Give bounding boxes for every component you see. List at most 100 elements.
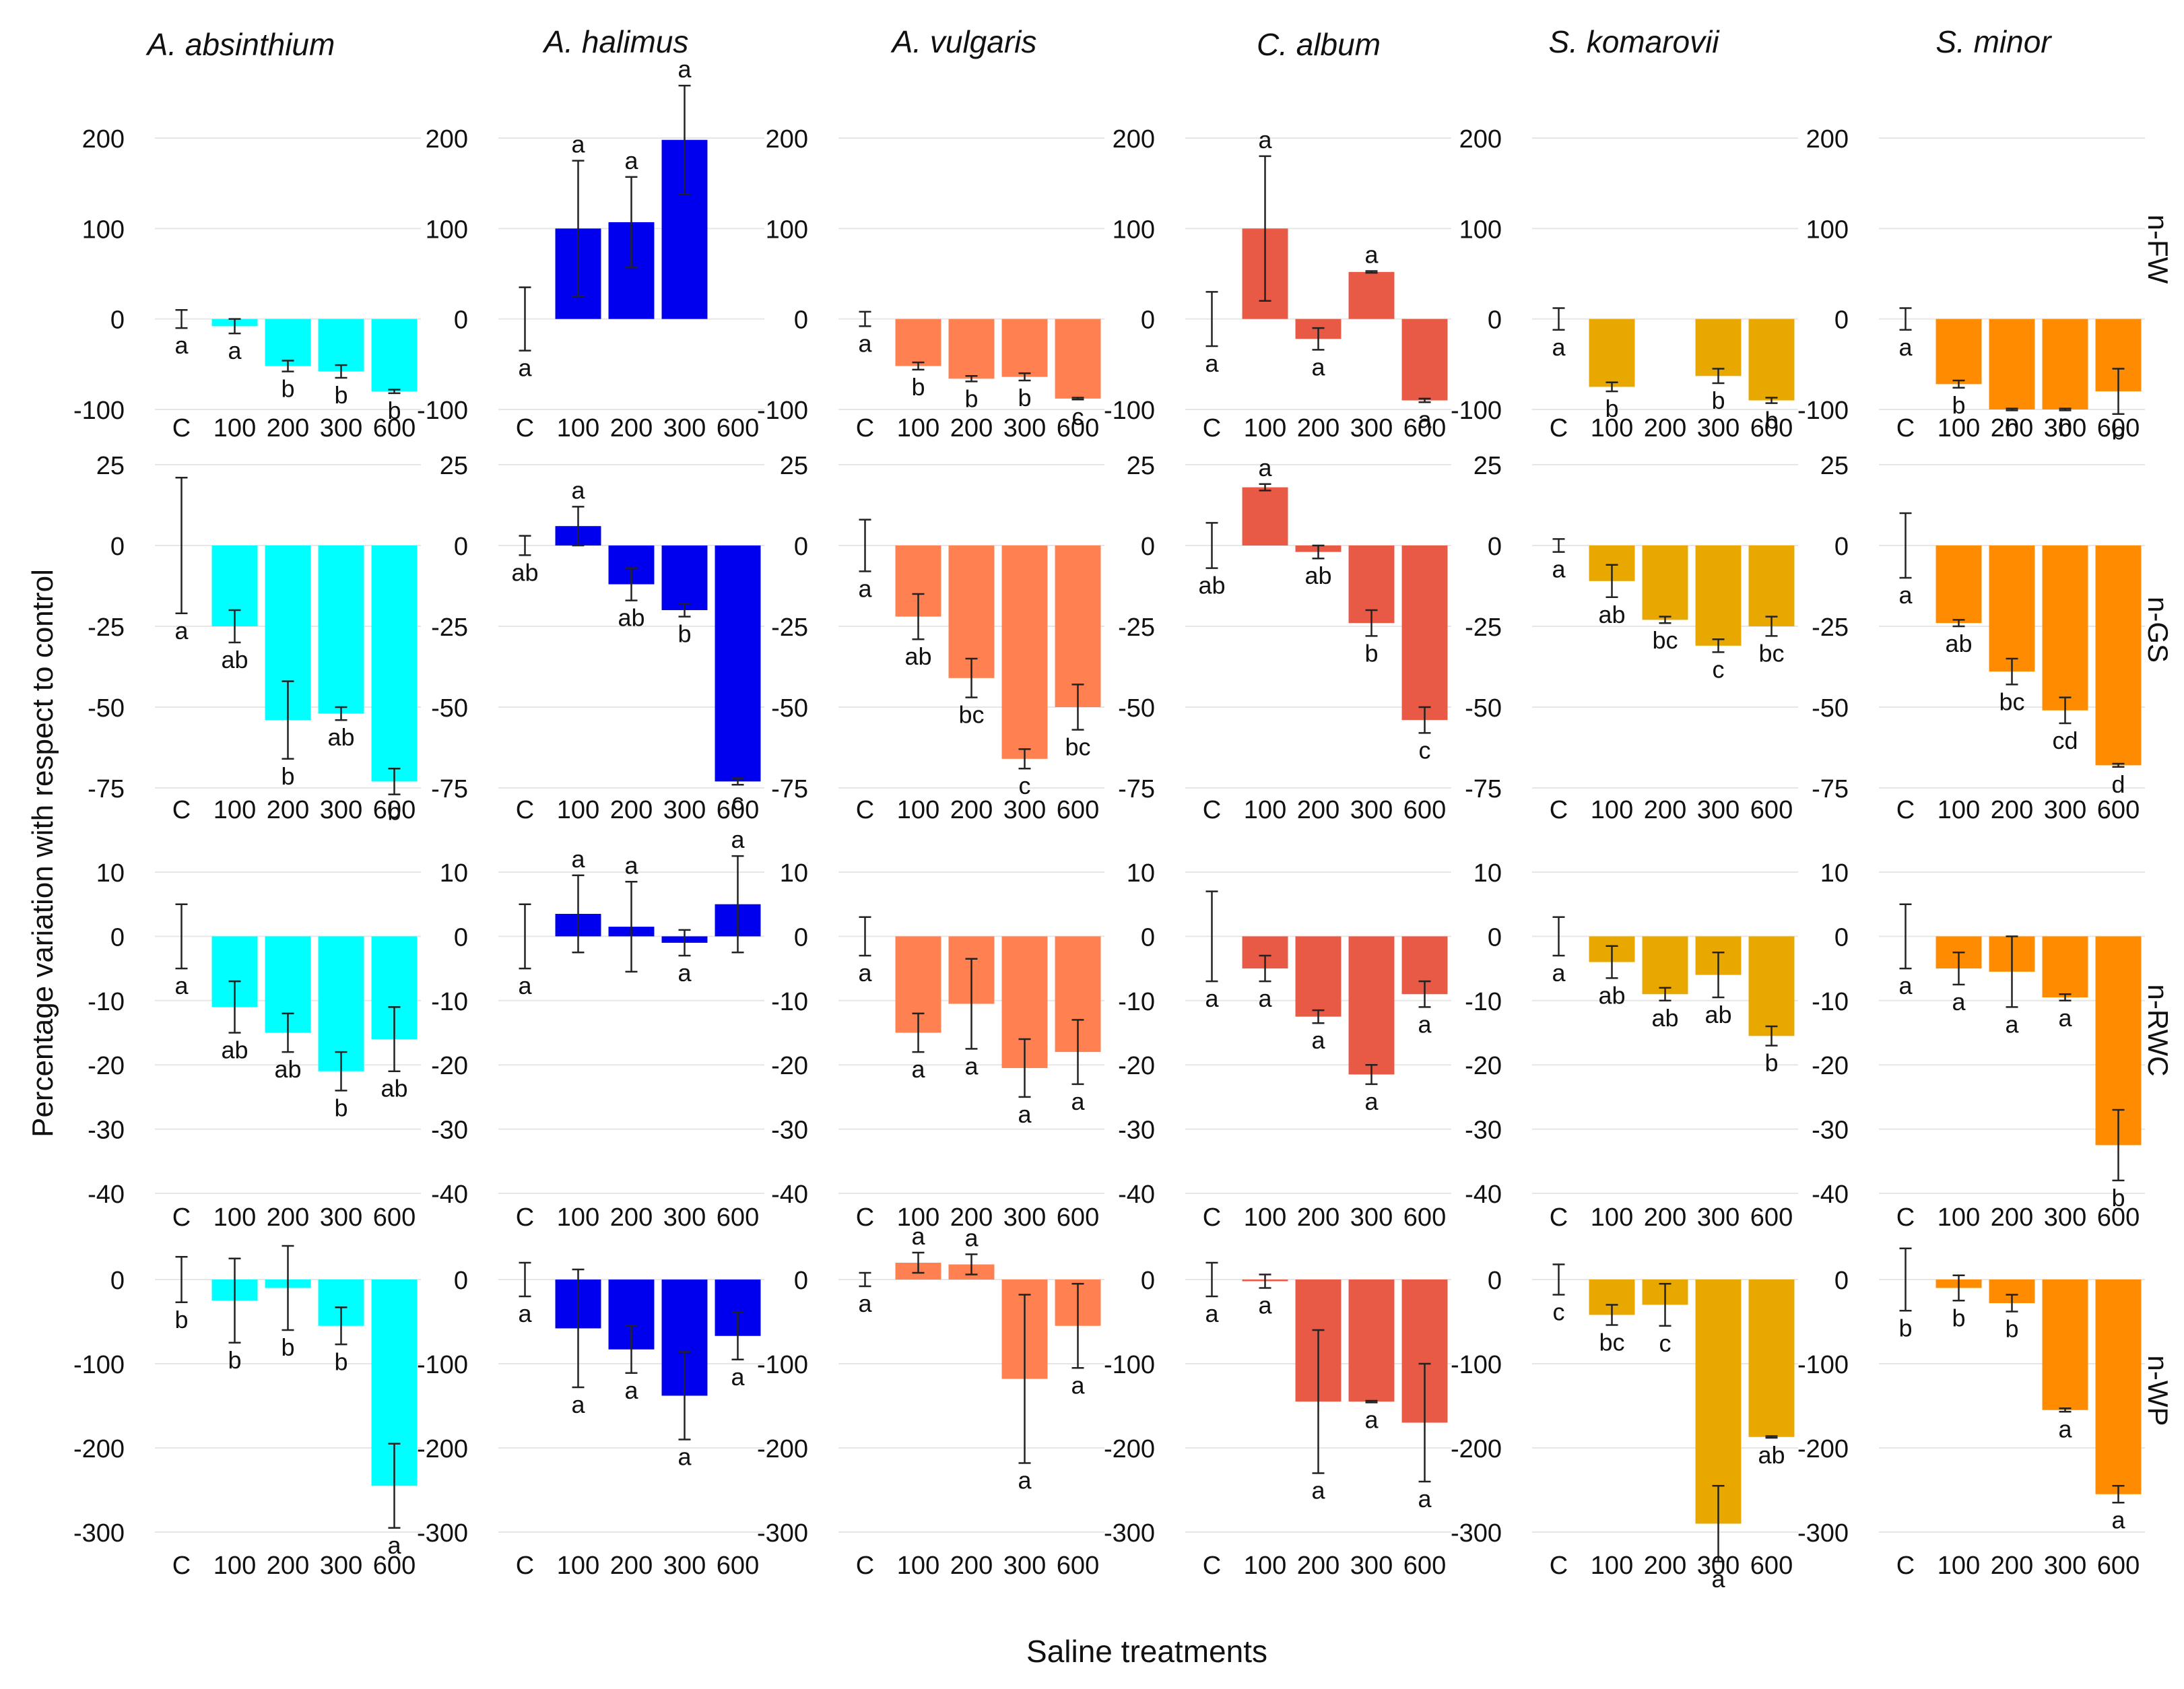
- error-bar: [388, 1006, 401, 1072]
- significance-letter: ab: [1705, 1001, 1731, 1028]
- error-bar: [1418, 397, 1431, 403]
- significance-letter: ab: [221, 1036, 248, 1064]
- error-bar: [282, 1245, 294, 1331]
- y-tick-label: 200: [1113, 125, 1155, 154]
- significance-letter: a: [2058, 1004, 2072, 1032]
- bar: [2042, 545, 2088, 710]
- error-bar: [1552, 916, 1565, 957]
- error-bar: [859, 916, 871, 957]
- y-tick-label: -25: [88, 614, 125, 642]
- x-tick-label: 100: [1244, 796, 1286, 824]
- error-bar: [1365, 270, 1378, 274]
- y-tick-label: -100: [73, 1351, 125, 1379]
- y-tick-label: -200: [1797, 1435, 1849, 1463]
- y-tick-label: -100: [1451, 1351, 1502, 1379]
- significance-letter: b: [2111, 418, 2125, 445]
- y-tick-label: -300: [73, 1519, 125, 1548]
- y-tick-label: 0: [794, 1267, 808, 1295]
- x-tick-label: 200: [950, 796, 993, 824]
- x-tick-label: 200: [1644, 414, 1686, 442]
- x-tick-label: C: [856, 1552, 874, 1580]
- x-tick-label: C: [172, 1203, 191, 1232]
- species-titles: A. absinthium A. halimus A. vulgaris C. …: [145, 24, 2053, 62]
- x-tick-label: 200: [267, 414, 309, 442]
- x-tick-label: C: [856, 796, 874, 824]
- y-tick-label: -200: [73, 1435, 125, 1463]
- y-tick-label: 0: [1141, 533, 1155, 561]
- panel-n-WP-3: 0 -100 -200 -300 a Ca 100 a 200 a 300 a 600: [1104, 1261, 1451, 1580]
- error-bar: [1765, 1025, 1778, 1047]
- variable-label: n-FW: [2142, 215, 2174, 284]
- significance-letter: b: [911, 373, 925, 401]
- y-tick-label: -100: [1451, 397, 1502, 425]
- significance-letter: b: [281, 1333, 294, 1361]
- error-bar: [335, 364, 348, 379]
- y-tick-label: -200: [1104, 1435, 1155, 1463]
- significance-letter: a: [1071, 1088, 1085, 1115]
- y-tick-label: -200: [1451, 1435, 1502, 1463]
- error-bar: [1899, 1247, 1912, 1312]
- y-tick-label: 0: [454, 923, 468, 952]
- y-tick-label: 0: [110, 306, 125, 335]
- bar: [1642, 545, 1688, 620]
- error-bar: [1418, 706, 1431, 734]
- bar: [1055, 545, 1101, 707]
- y-tick-label: -25: [431, 614, 468, 642]
- x-tick-label: 200: [267, 1203, 309, 1232]
- error-bar: [1071, 684, 1084, 731]
- error-bar: [1018, 748, 1031, 770]
- y-tick-label: -20: [1465, 1052, 1502, 1080]
- y-tick-label: -300: [1451, 1519, 1502, 1548]
- bar: [2095, 1280, 2142, 1494]
- y-tick-label: -30: [1812, 1117, 1849, 1145]
- error-bar: [965, 657, 978, 698]
- significance-letter: a: [911, 1055, 925, 1083]
- x-tick-label: 100: [1591, 414, 1633, 442]
- x-tick-label: C: [1550, 1203, 1568, 1232]
- x-tick-label: C: [172, 796, 191, 824]
- x-tick-label: 300: [1003, 414, 1046, 442]
- significance-letter: c: [732, 788, 744, 816]
- significance-letter: bc: [958, 701, 984, 729]
- bar: [948, 545, 995, 678]
- y-tick-label: 0: [1834, 533, 1849, 561]
- error-bar: [2006, 1294, 2018, 1313]
- significance-letter: ab: [618, 604, 644, 632]
- y-tick-label: -75: [1118, 775, 1155, 803]
- bar: [1935, 545, 1982, 624]
- x-tick-label: C: [172, 1552, 191, 1580]
- x-tick-label: 600: [2097, 414, 2140, 442]
- y-tick-label: 25: [1820, 452, 1849, 480]
- bar: [715, 545, 761, 782]
- error-bar: [572, 506, 585, 547]
- significance-letter: b: [964, 385, 978, 412]
- significance-letter: ab: [1758, 1441, 1785, 1469]
- error-bar: [1552, 307, 1565, 331]
- error-bar: [1418, 1362, 1431, 1483]
- y-tick-label: -40: [771, 1181, 808, 1209]
- y-tick-label: -300: [1104, 1519, 1155, 1548]
- species-title: A. vulgaris: [890, 24, 1037, 59]
- significance-letter: bc: [1758, 639, 1784, 667]
- y-tick-label: 25: [1474, 452, 1502, 480]
- error-bar: [1899, 903, 1912, 970]
- y-tick-label: 200: [766, 125, 808, 154]
- y-tick-label: -200: [757, 1435, 808, 1463]
- x-tick-label: 200: [1991, 796, 2033, 824]
- significance-letter: c: [1659, 1329, 1672, 1357]
- x-tick-label: 100: [1591, 796, 1633, 824]
- y-tick-label: 0: [794, 923, 808, 952]
- error-bar: [965, 375, 978, 383]
- significance-letter: a: [858, 959, 872, 987]
- significance-letter: a: [1205, 1300, 1219, 1327]
- bar: [1589, 319, 1635, 387]
- bar: [318, 545, 364, 714]
- significance-letter: a: [1258, 985, 1272, 1012]
- error-bar: [228, 609, 241, 644]
- significance-letter: a: [174, 331, 189, 359]
- significance-letter: a: [1711, 1565, 1725, 1593]
- bar: [1001, 545, 1048, 759]
